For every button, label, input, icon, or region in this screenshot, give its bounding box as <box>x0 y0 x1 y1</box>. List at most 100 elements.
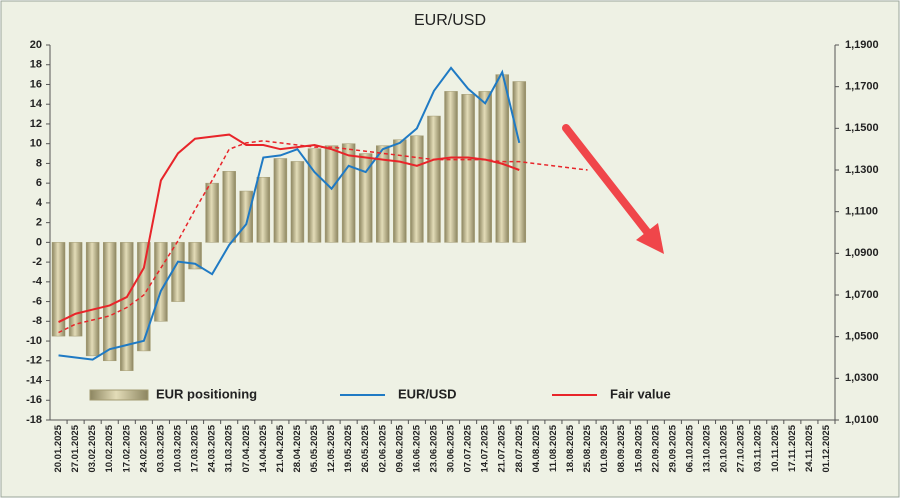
y2-tick-label: 1,1700 <box>845 81 879 93</box>
x-tick-label: 03.03.2025 <box>155 424 166 472</box>
bar <box>68 242 83 337</box>
bar <box>85 242 100 357</box>
x-tick-label: 02.06.2025 <box>377 424 388 472</box>
y-tick-label: 12 <box>30 118 42 130</box>
bar <box>427 115 441 243</box>
bar <box>410 135 424 243</box>
line-series <box>58 66 521 361</box>
x-tick-label: 13.10.2025 <box>702 424 713 472</box>
x-tick-label: 23.06.2025 <box>428 424 439 472</box>
x-tick-label: 07.04.2025 <box>241 424 252 472</box>
bar <box>478 91 492 243</box>
x-tick-label: 03.11.2025 <box>753 424 764 472</box>
x-tick-label: 11.08.2025 <box>548 424 559 472</box>
line-series <box>58 140 588 334</box>
bar <box>290 161 305 243</box>
x-tick-label: 18.08.2025 <box>565 424 576 472</box>
bar <box>205 182 219 243</box>
bar <box>171 242 185 302</box>
x-tick-label: 31.03.2025 <box>224 424 235 472</box>
x-tick-label: 10.11.2025 <box>770 424 781 472</box>
x-tick-label: 27.01.2025 <box>70 424 81 472</box>
x-tick-label: 28.04.2025 <box>292 424 303 472</box>
bar <box>51 242 66 337</box>
bar <box>307 148 322 243</box>
x-tick-label: 15.09.2025 <box>633 424 644 472</box>
y-tick-label: 16 <box>30 78 42 90</box>
x-tick-label: 07.07.2025 <box>463 424 474 472</box>
x-tick-label: 28.07.2025 <box>514 424 525 472</box>
bar <box>120 242 134 371</box>
x-tick-label: 14.04.2025 <box>258 424 269 472</box>
bar <box>222 171 236 243</box>
x-tick-label: 16.06.2025 <box>411 424 422 472</box>
legend-label: EUR/USD <box>398 386 457 401</box>
bar <box>495 74 509 243</box>
bar <box>188 242 202 270</box>
x-tick-label: 09.06.2025 <box>394 424 405 472</box>
y-tick-label: -2 <box>32 256 42 268</box>
bar <box>239 190 253 243</box>
x-tick-label: 29.09.2025 <box>667 424 678 472</box>
y-tick-label: -14 <box>26 374 43 386</box>
y-tick-label: 10 <box>30 138 42 150</box>
y-tick-label: -12 <box>26 355 42 367</box>
x-tick-label: 12.05.2025 <box>326 424 337 472</box>
bar <box>256 176 271 243</box>
y2-tick-label: 1,1500 <box>845 122 879 134</box>
y-tick-label: -10 <box>26 335 42 347</box>
bar <box>102 242 117 362</box>
y-tick-label: -6 <box>32 295 42 307</box>
y2-tick-label: 1,0900 <box>845 247 879 259</box>
x-tick-label: 24.11.2025 <box>804 424 815 472</box>
x-tick-label: 08.09.2025 <box>616 424 627 472</box>
y-tick-label: 2 <box>36 217 42 229</box>
x-tick-label: 20.01.2025 <box>53 424 64 472</box>
x-tick-label: 03.02.2025 <box>87 424 98 472</box>
y-tick-label: -8 <box>32 315 42 327</box>
y-tick-label: 18 <box>30 59 42 71</box>
x-tick-label: 17.11.2025 <box>787 424 798 472</box>
bar <box>461 94 475 243</box>
legend-label: EUR positioning <box>156 386 257 401</box>
y-tick-label: -18 <box>26 414 42 426</box>
chart-title: EUR/USD <box>414 12 486 29</box>
y2-tick-label: 1,1300 <box>845 164 879 176</box>
legend-swatch <box>89 389 149 401</box>
y2-tick-label: 1,0300 <box>845 372 879 384</box>
x-tick-label: 27.10.2025 <box>736 424 747 472</box>
x-tick-label: 01.12.2025 <box>821 424 832 472</box>
y2-tick-label: 1,0100 <box>845 414 879 426</box>
bar <box>137 242 151 352</box>
y2-tick-label: 1,0700 <box>845 289 879 301</box>
bar <box>324 145 339 243</box>
x-tick-label: 20.10.2025 <box>719 424 730 472</box>
x-tick-label: 14.07.2025 <box>480 424 491 472</box>
x-tick-label: 24.02.2025 <box>138 424 149 472</box>
x-tick-label: 26.05.2025 <box>360 424 371 472</box>
x-tick-label: 05.05.2025 <box>309 424 320 472</box>
x-tick-label: 06.10.2025 <box>684 424 695 472</box>
line-series <box>58 133 520 323</box>
bar <box>341 143 356 243</box>
bar <box>273 158 288 243</box>
x-tick-label: 21.07.2025 <box>497 424 508 472</box>
y-tick-label: -4 <box>32 276 43 288</box>
y-tick-label: 20 <box>30 39 42 51</box>
arrow <box>562 124 664 254</box>
x-tick-label: 22.09.2025 <box>650 424 661 472</box>
legend-label: Fair value <box>610 386 671 401</box>
bar <box>444 91 458 243</box>
x-tick-label: 17.03.2025 <box>190 424 201 472</box>
bar <box>376 145 390 243</box>
x-tick-label: 17.02.2025 <box>121 424 132 472</box>
x-tick-label: 10.03.2025 <box>173 424 184 472</box>
y-tick-label: -16 <box>26 394 42 406</box>
y-tick-label: 0 <box>36 236 42 248</box>
y2-tick-label: 1,1900 <box>845 39 879 51</box>
x-tick-label: 24.03.2025 <box>207 424 218 472</box>
x-tick-label: 30.06.2025 <box>446 424 457 472</box>
